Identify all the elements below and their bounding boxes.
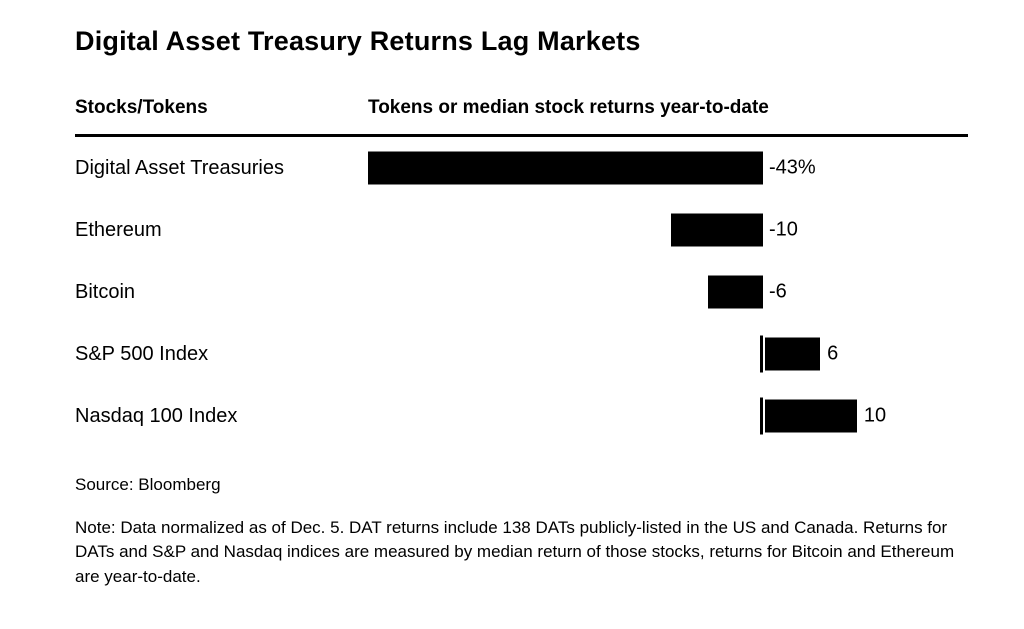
row-label: S&P 500 Index [75,342,209,365]
bar-area: -10 [368,199,968,261]
bar [368,151,763,185]
chart-row: Bitcoin -6 [75,261,968,323]
column-header-row: Stocks/Tokens Tokens or median stock ret… [75,97,968,119]
value-label: -43% [769,156,816,179]
value-label: -6 [769,280,787,303]
value-label: 10 [863,404,887,427]
chart-rows: Digital Asset Treasuries -43% Ethereum -10 B… [75,137,968,447]
column-header-returns: Tokens or median stock returns year-to-d… [368,97,769,118]
row-label: Bitcoin [75,280,136,303]
bar-area: 10 [368,385,968,447]
value-label: 6 [827,342,839,365]
bar-area: -6 [368,261,968,323]
note-text: Note: Data normalized as of Dec. 5. DAT … [75,518,955,586]
bar [671,213,763,247]
row-label: Nasdaq 100 Index [75,404,238,427]
chart-row: S&P 500 Index 6 [75,323,968,385]
bar-area: -43% [368,137,968,199]
row-label: Ethereum [75,218,162,241]
baseline-tick [760,397,763,435]
value-label: -10 [769,218,798,241]
bar-area: 6 [368,323,968,385]
baseline-tick [760,335,763,373]
row-label: Digital Asset Treasuries [75,156,284,179]
bar [765,337,821,371]
divider-rule [75,134,968,137]
column-header-stocks-tokens: Stocks/Tokens [75,97,208,118]
source-text: Source: Bloomberg [75,475,221,494]
bar [707,275,763,309]
chart-row: Ethereum -10 [75,199,968,261]
bar [765,399,857,433]
chart-title: Digital Asset Treasury Returns Lag Marke… [75,26,641,56]
chart-row: Digital Asset Treasuries -43% [75,137,968,199]
chart-row: Nasdaq 100 Index 10 [75,385,968,447]
